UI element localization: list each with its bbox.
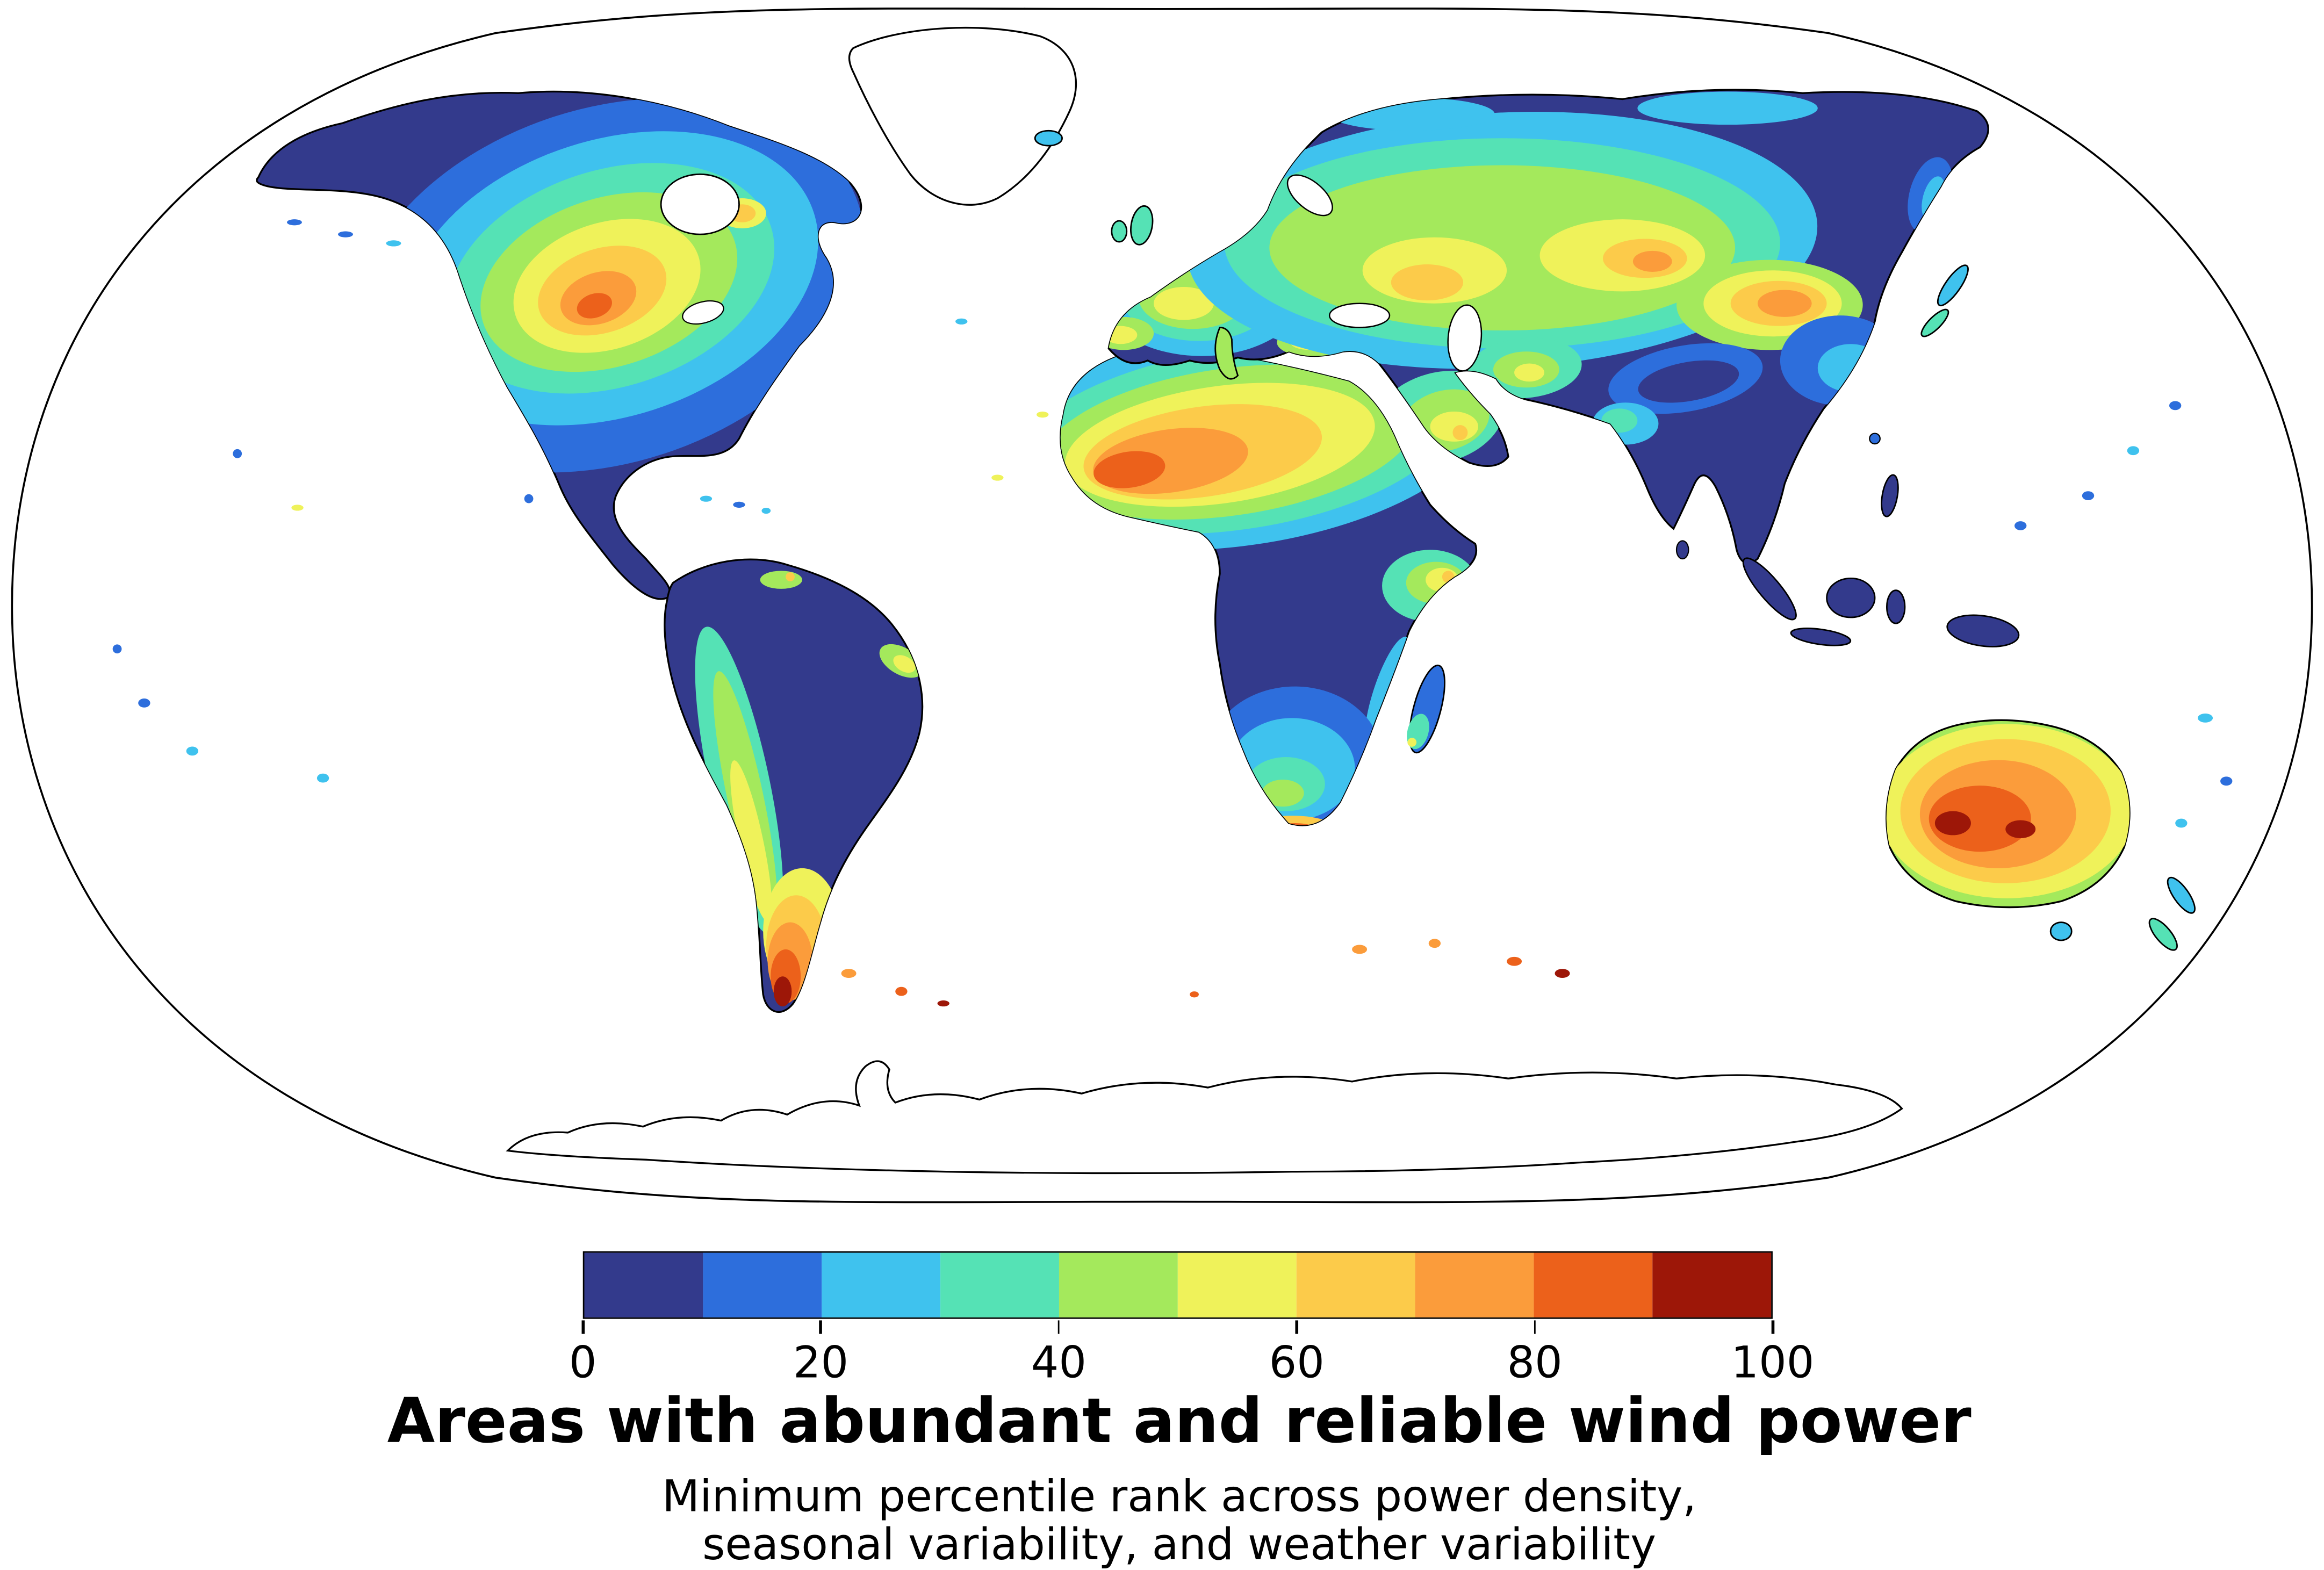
sulawesi <box>1886 589 1906 624</box>
caspian-sea <box>1447 304 1483 372</box>
greenland <box>848 26 1077 206</box>
colorbar-tick-label: 40 <box>1031 1337 1087 1388</box>
japan-honshu <box>1937 264 1969 307</box>
colorbar-tick-label: 20 <box>793 1337 849 1388</box>
new-zealand-north <box>2167 876 2196 914</box>
colorbar-segment <box>1534 1252 1653 1317</box>
new-guinea <box>1946 614 2020 647</box>
colorbar-tickmark <box>819 1320 822 1334</box>
colorbar-segment <box>940 1252 1059 1317</box>
colorbar-tickmark <box>581 1320 584 1334</box>
black-sea <box>1328 303 1391 328</box>
colorbar: 0 20 40 60 80 100 <box>569 1251 1814 1388</box>
colorbar-ticks: 0 20 40 60 80 100 <box>569 1319 1814 1388</box>
colorbar-segment <box>822 1252 941 1317</box>
great-britain <box>1130 205 1154 246</box>
tasmania <box>2049 921 2073 941</box>
colorbar-segment <box>1296 1252 1415 1317</box>
africa-wind-field <box>1060 354 1477 825</box>
continent-africa <box>1060 354 1478 826</box>
map-title: Areas with abundant and reliable wind po… <box>387 1385 1972 1457</box>
borneo <box>1826 577 1876 618</box>
colorbar-segment <box>1415 1252 1534 1317</box>
colorbar-bar <box>582 1251 1773 1319</box>
map-subtitle-line1: Minimum percentile rank across power den… <box>662 1470 1697 1522</box>
madagascar <box>1407 664 1445 754</box>
colorbar-segment <box>1059 1252 1178 1317</box>
colorbar-tick-label: 60 <box>1269 1337 1325 1388</box>
ireland <box>1111 220 1128 243</box>
hudson-bay <box>660 173 740 235</box>
sri-lanka <box>1675 540 1689 560</box>
colorbar-segment <box>703 1252 822 1317</box>
colorbar-tick-label: 0 <box>569 1337 597 1388</box>
baltic-sea <box>1286 174 1333 217</box>
colorbar-tickmark <box>1533 1320 1536 1334</box>
sumatra <box>1742 557 1797 621</box>
iceland <box>1034 129 1063 147</box>
japan-kyushu <box>1920 308 1949 337</box>
australia-wind-field <box>1886 724 2130 898</box>
colorbar-segment <box>1177 1252 1297 1317</box>
colorbar-tickmark <box>1057 1320 1060 1334</box>
colorbar-segment <box>1652 1252 1772 1317</box>
java <box>1790 628 1852 646</box>
taiwan <box>1869 433 1881 445</box>
map-subtitle-line2: seasonal variability, and weather variab… <box>702 1518 1657 1570</box>
colorbar-tickmark <box>1771 1320 1774 1334</box>
continent-australia <box>1886 719 2131 909</box>
colorbar-tick-label: 100 <box>1731 1337 1815 1388</box>
colorbar-tickmark <box>1295 1320 1298 1334</box>
great-lakes <box>682 300 724 325</box>
antarctica <box>506 1060 1903 1175</box>
world-map <box>11 8 2313 1204</box>
italy <box>1214 327 1239 380</box>
colorbar-tick-label: 80 <box>1507 1337 1563 1388</box>
ocean-island-specks <box>112 219 2233 1007</box>
colorbar-segment <box>584 1252 703 1317</box>
new-zealand-south <box>2148 918 2178 951</box>
philippines <box>1881 474 1899 517</box>
